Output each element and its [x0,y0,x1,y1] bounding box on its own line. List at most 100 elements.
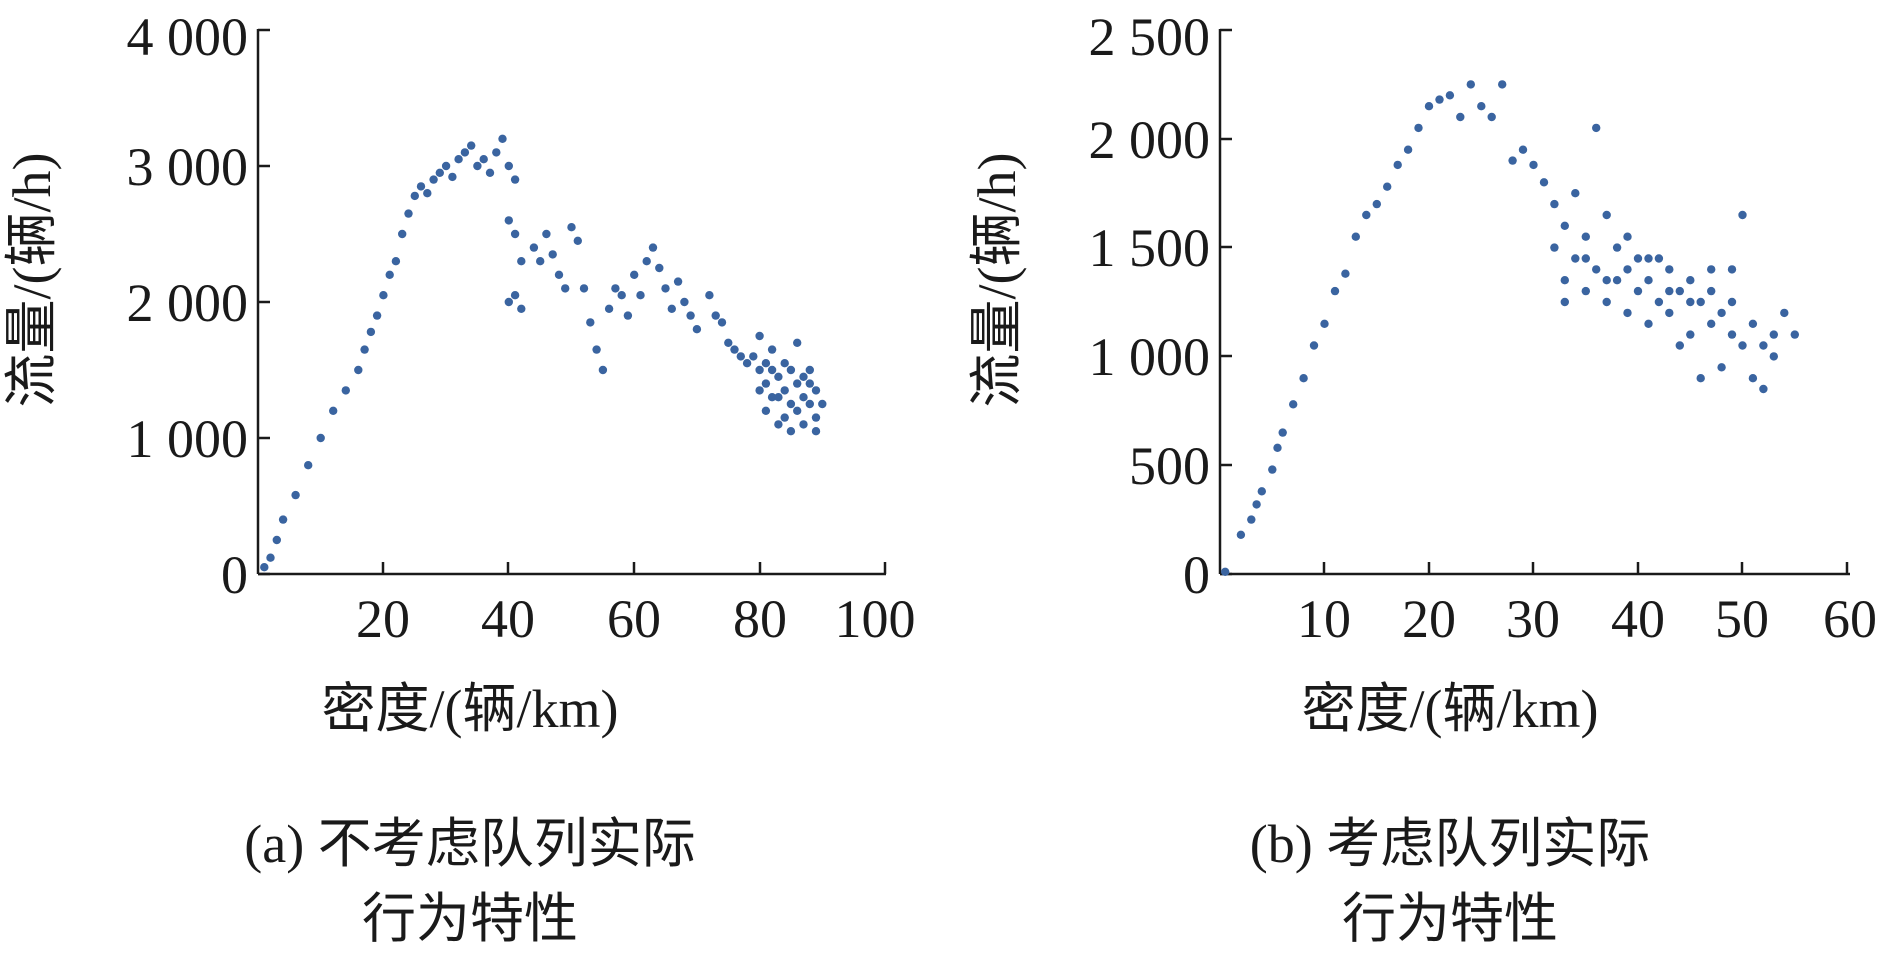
scatter-point [1414,123,1423,133]
scatter-point [1372,199,1382,209]
scatter-point [492,148,501,157]
scatter-point [410,191,419,201]
scatter-point [423,189,432,198]
scatter-point [742,359,752,368]
scatter-point [1581,254,1591,263]
scatter-point [761,406,771,415]
chart-a-y-axis-label: 流量/(辆/h) [2,153,62,408]
scatter-point [1330,286,1340,296]
scatter-point [561,284,570,293]
scatter-point [1644,254,1653,263]
scatter-point [379,291,388,300]
scatter-point [1727,330,1737,339]
scatter-point [316,433,325,443]
scatter-point [1727,265,1737,274]
scatter-point [510,175,520,184]
scatter-point [1769,330,1779,339]
scatter-point [1686,276,1695,285]
scatter-point [304,461,313,470]
scatter-point [1759,384,1768,394]
scatter-point [667,304,676,313]
chart-a-y-tick-label: 4 000 [127,7,249,67]
scatter-point [636,291,645,300]
scatter-point [780,359,789,368]
scatter-point [1602,297,1611,307]
scatter-point [749,352,758,361]
scatter-point [573,236,582,245]
scatter-point [761,379,771,388]
scatter-point [1560,297,1570,307]
scatter-point [623,311,633,320]
scatter-point [1341,269,1350,278]
scatter-point [1738,210,1747,220]
scatter-point [579,284,589,293]
scatter-point [586,318,595,327]
chart-a-x-tick-label: 60 [607,589,661,649]
scatter-point [655,263,664,273]
chart-a-caption-line-1: (a) 不考虑队列实际 [244,814,695,874]
scatter-point [805,399,814,409]
chart-a-y-tick-label: 3 000 [127,137,249,197]
scatter-point [1727,297,1737,307]
scatter-point [1675,341,1685,350]
scatter-point [724,338,733,347]
chart-a-points [260,134,827,572]
chart-a-x-tick-label: 80 [733,589,787,649]
scatter-point [1309,341,1319,350]
scatter-point [366,327,376,337]
scatter-point [680,297,689,307]
scatter-point [435,168,444,177]
chart-a-y-tick-labels: 0 1 000 2 000 3 000 4 000 [127,7,249,605]
scatter-point [1508,156,1517,165]
scatter-point [1686,297,1695,307]
scatter-point [1539,178,1549,187]
scatter-point [504,161,513,171]
scatter-point [441,161,451,171]
scatter-point [1665,265,1674,274]
scatter-point [1221,567,1230,576]
scatter-point [1633,286,1643,296]
chart-b-y-tick-label: 2 000 [1089,110,1211,170]
chart-b-x-tick-label: 40 [1611,589,1665,649]
chart-a-y-tick-label: 1 000 [127,409,249,469]
chart-b-caption-line-1: (b) 考虑队列实际 [1250,814,1650,874]
chart-b: 0 500 1 000 1 500 2 000 2 500 10 20 30 4… [967,7,1877,949]
scatter-point [1623,265,1632,274]
scatter-point [354,365,363,375]
scatter-point [1654,254,1664,263]
scatter-point [1790,330,1800,339]
scatter-point [467,141,476,150]
scatter-point [642,257,651,266]
scatter-point [429,175,438,184]
scatter-point [1592,123,1601,133]
scatter-point [811,386,821,395]
scatter-point [1571,189,1580,198]
scatter-point [799,420,808,429]
scatter-point [1665,286,1674,296]
scatter-point [805,379,814,388]
chart-b-x-tick-labels: 10 20 30 40 50 60 [1297,589,1877,649]
scatter-point [1665,308,1674,318]
chart-a-x-axis-label: 密度/(辆/km) [322,679,619,739]
scatter-point [1696,374,1705,383]
scatter-point [272,535,281,545]
scatter-point [617,291,626,300]
chart-b-points [1221,80,1800,576]
scatter-point [811,413,821,422]
scatter-point [755,331,764,341]
scatter-point [1707,319,1716,328]
scatter-point [416,182,426,191]
chart-b-x-tick-label: 50 [1715,589,1769,649]
scatter-point [1273,443,1282,452]
scatter-point [692,325,702,334]
chart-a-x-tick-label: 40 [481,589,535,649]
chart-b-x-tick-label: 20 [1402,589,1456,649]
scatter-point [1769,352,1779,361]
scatter-point [774,372,783,381]
scatter-point [291,490,300,500]
scatter-point [1529,160,1538,170]
scatter-point [1403,145,1413,154]
scatter-point [774,393,783,402]
scatter-point [1445,91,1455,100]
scatter-point [1707,265,1716,274]
